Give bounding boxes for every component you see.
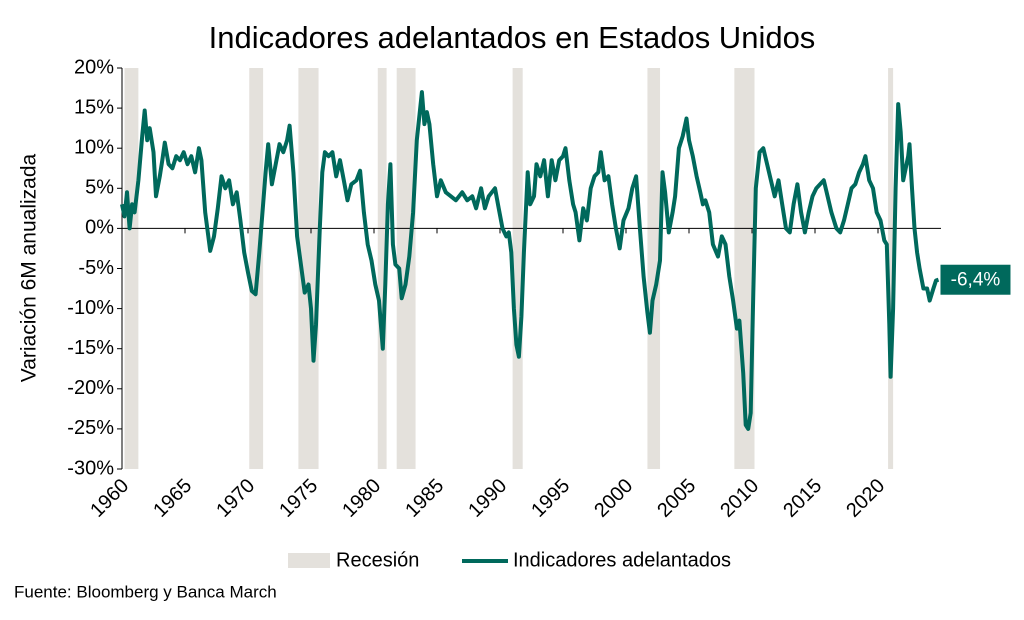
y-tick-label: 0%	[85, 217, 114, 239]
x-tick-label: 1975	[275, 475, 322, 522]
legend-label: Indicadores adelantados	[513, 549, 731, 571]
y-tick-label: -25%	[67, 417, 114, 439]
recession-band	[377, 68, 387, 469]
x-tick-label: 1980	[338, 475, 385, 522]
y-axis-label: Variación 6M anualizada	[18, 153, 41, 382]
x-tick-label: 2010	[716, 475, 763, 522]
recession-band	[734, 68, 755, 469]
y-tick-label: 10%	[74, 136, 114, 158]
y-tick-label: -10%	[67, 297, 114, 319]
y-tick-label: -15%	[67, 337, 114, 359]
x-tick-label: 1965	[149, 475, 196, 522]
x-tick-label: 1995	[527, 475, 574, 522]
recession-band	[647, 68, 661, 469]
x-tick-label: 2005	[653, 475, 700, 522]
recession-band	[298, 68, 319, 469]
x-tick-label: 2020	[842, 475, 889, 522]
chart-title: Indicadores adelantados en Estados Unido…	[209, 20, 816, 55]
recession-band	[888, 68, 894, 469]
y-tick-label: -5%	[78, 257, 114, 279]
legend-label: Recesión	[336, 549, 419, 571]
y-tick-label: 20%	[74, 56, 114, 78]
y-tick-label: 15%	[74, 96, 114, 118]
y-tick-label: -30%	[67, 457, 114, 479]
legend-swatch	[288, 553, 330, 568]
x-tick-label: 1985	[401, 475, 448, 522]
end-value-box	[940, 264, 1011, 295]
x-tick-label: 1970	[212, 475, 259, 522]
recession-band	[124, 68, 139, 469]
x-tick-label: 1990	[464, 475, 511, 522]
recession-band	[512, 68, 523, 469]
end-value-label: -6,4%	[951, 270, 1001, 291]
indicator-line	[120, 90, 940, 431]
x-tick-label: 2015	[779, 475, 826, 522]
y-tick-label: -20%	[67, 377, 114, 399]
source-note: Fuente: Bloomberg y Banca March	[14, 582, 277, 601]
y-tick-label: 5%	[85, 177, 114, 199]
x-tick-label: 2000	[590, 475, 637, 522]
x-tick-label: 1960	[86, 475, 133, 522]
